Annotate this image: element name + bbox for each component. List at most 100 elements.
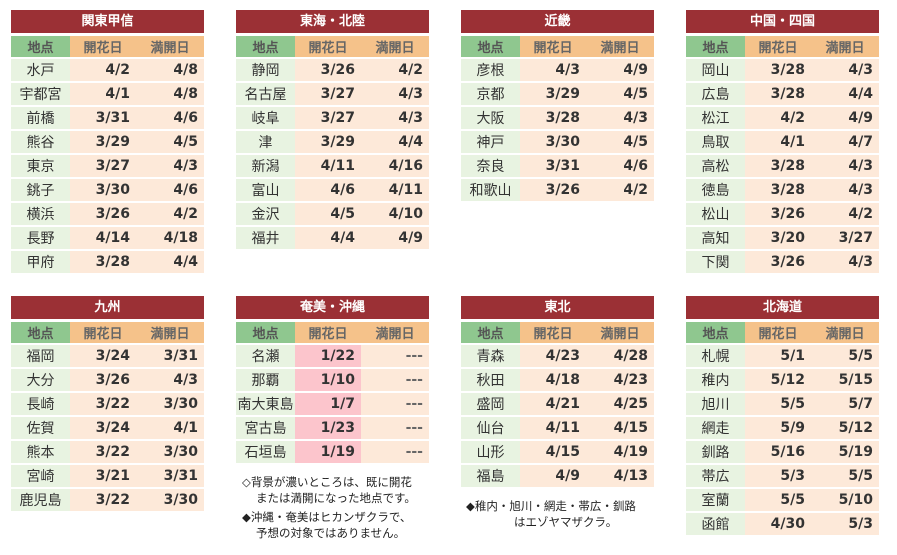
table-row: 室蘭 5/5 5/10: [686, 489, 879, 511]
location-cell: 高松: [686, 155, 745, 177]
location-cell: 松江: [686, 107, 745, 129]
region-hokkaido: 北海道 地点 開花日 満開日 札幌 5/1 5/5 稚内 5/12 5/15 旭川 5/5 5/7 網走 5…: [686, 296, 879, 537]
header-location: 地点: [686, 322, 745, 343]
location-cell: 石垣島: [236, 441, 295, 463]
table-row: 山形 4/15 4/19: [461, 441, 654, 463]
table-row: 熊谷 3/29 4/5: [11, 131, 204, 153]
table-row: 釧路 5/16 5/19: [686, 441, 879, 463]
full-bloom-date-cell: 4/6: [136, 179, 204, 201]
table-row: 札幌 5/1 5/5: [686, 345, 879, 367]
full-bloom-date-cell: 4/2: [811, 203, 879, 225]
table-row: 宇都宮 4/1 4/8: [11, 83, 204, 105]
location-cell: 那覇: [236, 369, 295, 391]
bloom-date-cell: 3/26: [520, 179, 586, 201]
region-title: 奄美・沖縄: [236, 296, 429, 319]
table-row: 稚内 5/12 5/15: [686, 369, 879, 391]
table-row: 広島 3/28 4/4: [686, 83, 879, 105]
location-cell: 大分: [11, 369, 70, 391]
table-row: 松江 4/2 4/9: [686, 107, 879, 129]
location-cell: 宮崎: [11, 465, 70, 487]
bloom-date-cell: 3/31: [70, 107, 136, 129]
bloom-date-cell: 3/24: [70, 417, 136, 439]
header-full-bloom-date: 満開日: [586, 322, 654, 343]
location-cell: 鳥取: [686, 131, 745, 153]
header-full-bloom-date: 満開日: [361, 36, 429, 57]
table-row: 鹿児島 3/22 3/30: [11, 489, 204, 511]
full-bloom-date-cell: 5/19: [811, 441, 879, 463]
bloom-date-cell: 3/29: [295, 131, 361, 153]
header-full-bloom-date: 満開日: [811, 36, 879, 57]
table-row: 熊本 3/22 3/30: [11, 441, 204, 463]
full-bloom-date-cell: 5/7: [811, 393, 879, 415]
bloom-date-cell: 3/26: [70, 203, 136, 225]
full-bloom-date-cell: 4/3: [811, 59, 879, 81]
table-row: 水戸 4/2 4/8: [11, 59, 204, 81]
table-row: 前橋 3/31 4/6: [11, 107, 204, 129]
full-bloom-date-cell: 3/31: [136, 465, 204, 487]
full-bloom-date-cell: ---: [361, 417, 429, 439]
full-bloom-date-cell: 4/5: [586, 131, 654, 153]
bloom-date-cell: 4/23: [520, 345, 586, 367]
table-header-row: 地点 開花日 満開日: [11, 322, 204, 343]
header-full-bloom-date: 満開日: [136, 36, 204, 57]
location-cell: 網走: [686, 417, 745, 439]
location-cell: 高知: [686, 227, 745, 249]
location-cell: 稚内: [686, 369, 745, 391]
full-bloom-date-cell: 4/1: [136, 417, 204, 439]
location-cell: 山形: [461, 441, 520, 463]
location-cell: 新潟: [236, 155, 295, 177]
location-cell: 南大東島: [236, 393, 295, 415]
region-title: 北海道: [686, 296, 879, 319]
location-cell: 岡山: [686, 59, 745, 81]
bloom-date-cell: 3/30: [70, 179, 136, 201]
location-cell: 前橋: [11, 107, 70, 129]
forecast-table: 地点 開花日 満開日 彦根 4/3 4/9 京都 3/29 4/5 大阪 3/28 4/3 神戸 3/30…: [461, 34, 654, 203]
full-bloom-date-cell: 4/19: [586, 441, 654, 463]
bloom-date-cell: 3/26: [70, 369, 136, 391]
header-bloom-date: 開花日: [295, 322, 361, 343]
table-row: 佐賀 3/24 4/1: [11, 417, 204, 439]
header-location: 地点: [461, 322, 520, 343]
bloom-date-cell: 5/3: [745, 465, 811, 487]
header-full-bloom-date: 満開日: [811, 322, 879, 343]
header-bloom-date: 開花日: [520, 36, 586, 57]
region-kyushu: 九州 地点 開花日 満開日 福岡 3/24 3/31 大分 3/26 4/3 長崎 3/22 3/30 佐…: [11, 296, 204, 513]
bloom-date-cell: 4/18: [520, 369, 586, 391]
full-bloom-date-cell: 5/3: [811, 513, 879, 535]
bloom-date-cell: 5/5: [745, 489, 811, 511]
location-cell: 松山: [686, 203, 745, 225]
full-bloom-date-cell: ---: [361, 393, 429, 415]
note-line: ◆沖縄・奄美はヒカンザクラで、: [242, 510, 412, 524]
full-bloom-date-cell: 4/2: [586, 179, 654, 201]
table-row: 福島 4/9 4/13: [461, 465, 654, 487]
bloom-date-cell: 4/2: [745, 107, 811, 129]
full-bloom-date-cell: 4/13: [586, 465, 654, 487]
full-bloom-date-cell: 4/3: [811, 155, 879, 177]
full-bloom-date-cell: ---: [361, 441, 429, 463]
table-row: 長野 4/14 4/18: [11, 227, 204, 249]
bloom-date-cell: 3/22: [70, 393, 136, 415]
location-cell: 長崎: [11, 393, 70, 415]
table-row: 長崎 3/22 3/30: [11, 393, 204, 415]
full-bloom-date-cell: 4/9: [361, 227, 429, 249]
bloom-date-cell: 1/7: [295, 393, 361, 415]
table-header-row: 地点 開花日 満開日: [686, 322, 879, 343]
location-cell: 神戸: [461, 131, 520, 153]
forecast-table: 地点 開花日 満開日 静岡 3/26 4/2 名古屋 3/27 4/3 岐阜 3/27 4/3 津 3/2…: [236, 34, 429, 251]
header-bloom-date: 開花日: [745, 36, 811, 57]
table-header-row: 地点 開花日 満開日: [686, 36, 879, 57]
full-bloom-date-cell: 4/3: [361, 83, 429, 105]
bloom-date-cell: 3/31: [520, 155, 586, 177]
location-cell: 福岡: [11, 345, 70, 367]
location-cell: 名古屋: [236, 83, 295, 105]
bloom-date-cell: 3/28: [745, 179, 811, 201]
forecast-table: 地点 開花日 満開日 福岡 3/24 3/31 大分 3/26 4/3 長崎 3/22 3/30 佐賀 3…: [11, 320, 204, 513]
full-bloom-date-cell: 4/18: [136, 227, 204, 249]
full-bloom-date-cell: 4/16: [361, 155, 429, 177]
full-bloom-date-cell: 4/25: [586, 393, 654, 415]
table-row: 新潟 4/11 4/16: [236, 155, 429, 177]
table-row: 金沢 4/5 4/10: [236, 203, 429, 225]
bloom-date-cell: 5/5: [745, 393, 811, 415]
full-bloom-date-cell: 4/4: [811, 83, 879, 105]
bloom-date-cell: 4/6: [295, 179, 361, 201]
